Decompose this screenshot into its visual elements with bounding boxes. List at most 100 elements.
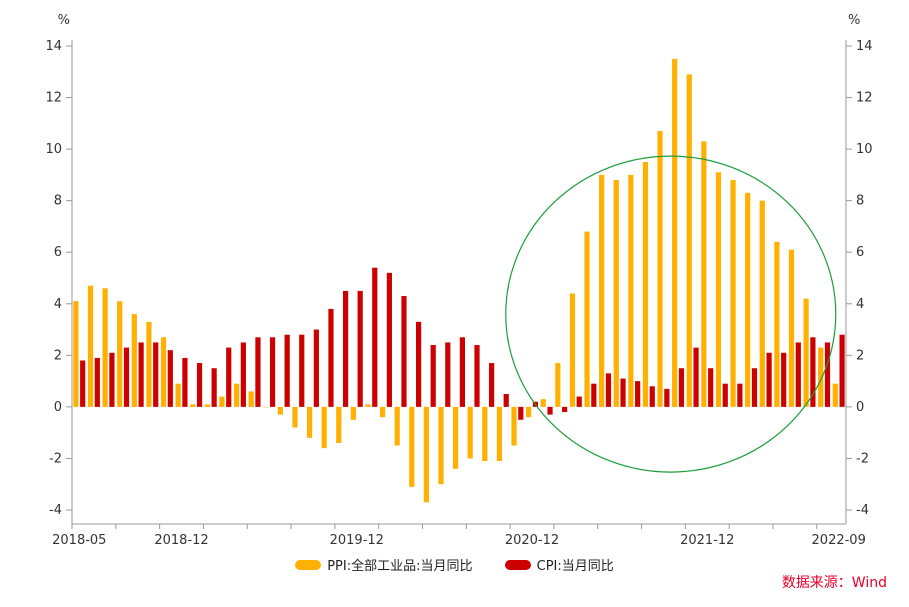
bar-cpi: [313, 329, 319, 407]
legend-item-ppi: PPI:全部工业品:当月同比: [295, 555, 473, 574]
bar-cpi: [810, 337, 816, 407]
y-tick-label-left: 2: [54, 348, 62, 363]
bar-cpi: [722, 383, 728, 407]
y-unit-label-right: %: [848, 13, 860, 28]
bar-ppi: [832, 383, 838, 407]
bar-ppi: [263, 406, 269, 408]
bar-cpi: [196, 363, 203, 407]
bar-cpi: [255, 337, 261, 407]
bar-cpi: [167, 350, 173, 407]
x-tick-label: 2022-09: [812, 533, 866, 548]
bar-ppi: [686, 74, 692, 407]
bar-ppi: [759, 200, 765, 407]
bar-ppi: [511, 406, 517, 446]
bar-cpi: [518, 406, 524, 420]
bar-cpi: [824, 342, 831, 407]
bar-ppi: [657, 131, 663, 407]
y-tick-label-left: -4: [49, 503, 62, 518]
bar-cpi: [328, 308, 334, 407]
bar-ppi: [701, 141, 707, 407]
y-tick-label-right: -4: [856, 503, 869, 518]
legend-swatch-cpi: [504, 559, 531, 570]
legend-item-cpi: CPI:当月同比: [504, 555, 614, 574]
bar-ppi: [774, 241, 780, 407]
bar-cpi: [708, 368, 714, 407]
bar-ppi: [482, 406, 488, 462]
bar-ppi: [175, 383, 181, 407]
bar-cpi: [226, 347, 232, 407]
source-label: 数据来源：Wind: [781, 575, 887, 591]
y-tick-label-right: 12: [856, 91, 873, 106]
bar-cpi: [372, 267, 378, 407]
bar-cpi: [299, 334, 305, 407]
bar-cpi: [737, 383, 743, 407]
bar-ppi: [204, 404, 210, 407]
bar-cpi: [211, 368, 217, 407]
bar-ppi: [526, 406, 532, 418]
bar-ppi: [336, 406, 342, 443]
bar-ppi: [117, 301, 123, 407]
bar-ppi: [584, 231, 590, 407]
bar-ppi: [248, 391, 254, 407]
legend-label-cpi: CPI:当月同比: [536, 559, 614, 574]
y-tick-label-right: -2: [856, 451, 869, 466]
bar-cpi: [109, 352, 115, 407]
bar-ppi: [715, 172, 722, 407]
bar-cpi: [269, 337, 276, 407]
bar-cpi: [240, 342, 246, 407]
y-tick-label-left: 0: [54, 400, 62, 415]
y-tick-label-right: 2: [856, 348, 864, 363]
bar-ppi: [569, 293, 576, 407]
y-tick-label-left: 6: [54, 245, 62, 260]
bar-cpi: [80, 360, 86, 407]
bar-ppi: [233, 383, 240, 407]
legend-label-ppi: PPI:全部工业品:当月同比: [327, 559, 473, 574]
bars: [73, 58, 845, 503]
bar-ppi: [219, 396, 225, 407]
bar-ppi: [292, 406, 298, 428]
y-tick-label-right: 14: [856, 39, 873, 54]
bar-cpi: [591, 383, 597, 407]
bar-ppi: [160, 337, 167, 407]
bar-ppi: [788, 249, 795, 407]
bar-cpi: [620, 378, 626, 407]
axes: -4 -4 -2 -2 0 0 2 2 4 4 6 6 8 8 10 10 12 12 14 14% % 2018-05 2…: [45, 13, 872, 548]
bar-ppi: [555, 363, 561, 407]
bar-ppi: [423, 406, 429, 503]
x-tick-label: 2021-12: [680, 533, 734, 548]
y-tick-label-right: 10: [856, 142, 873, 157]
bar-ppi: [146, 321, 152, 407]
y-tick-label-left: 8: [54, 194, 62, 209]
y-tick-label-right: 0: [856, 400, 864, 415]
bar-ppi: [818, 347, 824, 407]
bar-ppi: [438, 406, 444, 485]
bar-cpi: [503, 394, 509, 407]
bar-ppi: [306, 406, 313, 438]
bar-cpi: [664, 388, 670, 407]
bar-ppi: [803, 298, 809, 407]
bar-cpi: [386, 272, 392, 407]
y-tick-label-left: 10: [45, 142, 62, 157]
bar-ppi: [672, 58, 678, 407]
y-tick-label-left: 14: [45, 39, 62, 54]
bar-ppi: [540, 399, 546, 407]
bar-cpi: [766, 352, 772, 407]
x-tick-label: 2018-05: [52, 533, 106, 548]
bar-ppi: [467, 406, 473, 459]
bar-cpi: [94, 357, 100, 407]
x-tick-label: 2019-12: [330, 533, 384, 548]
bar-ppi: [102, 288, 108, 407]
bar-ppi: [350, 406, 356, 420]
bar-cpi: [401, 296, 407, 407]
bar-cpi: [751, 368, 758, 407]
bar-ppi: [496, 406, 503, 462]
bar-cpi: [489, 363, 495, 407]
legend: PPI:全部工业品:当月同比 CPI:当月同比: [0, 555, 909, 574]
x-tick-label: 2020-12: [505, 533, 559, 548]
bar-cpi: [839, 334, 845, 407]
bar-cpi: [635, 381, 641, 407]
bar-ppi: [745, 192, 751, 407]
bar-ppi: [73, 301, 79, 407]
bar-cpi: [284, 334, 290, 407]
